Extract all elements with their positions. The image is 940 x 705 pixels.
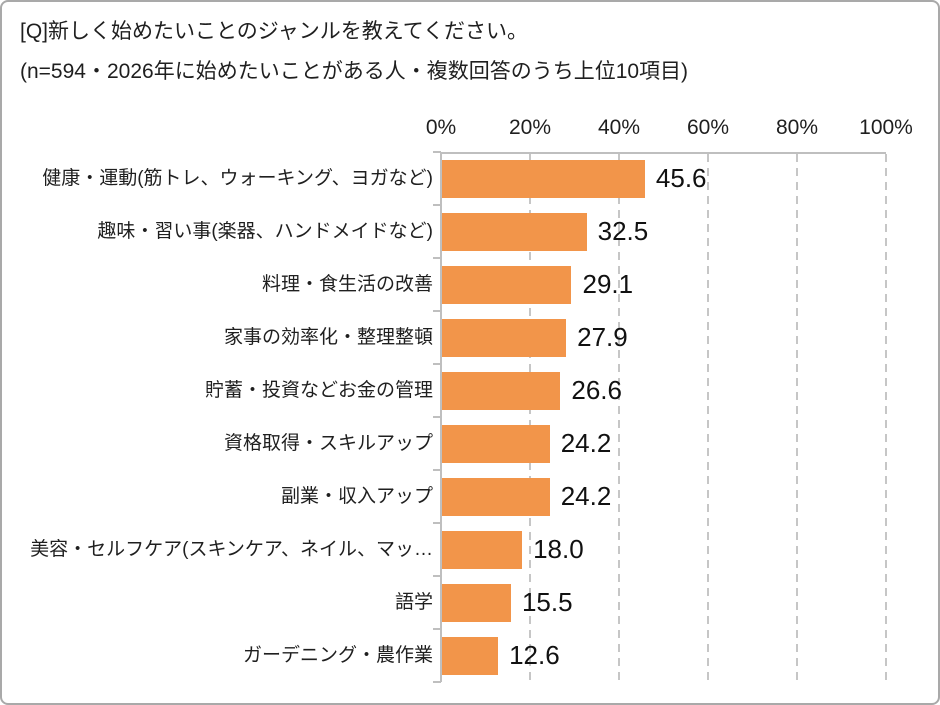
value-label: 24.2	[560, 428, 612, 458]
value-label: 29.1	[582, 269, 634, 299]
bar	[442, 265, 572, 304]
axis-tick-mark	[433, 575, 441, 577]
bar	[442, 212, 587, 251]
category-label: 貯蓄・投資などお金の管理	[204, 380, 433, 401]
bar	[442, 159, 645, 198]
value-label: 24.2	[560, 481, 612, 511]
axis-tick-mark	[433, 151, 441, 153]
bar	[442, 318, 567, 357]
bar	[442, 371, 561, 410]
value-label: 32.5	[597, 216, 649, 246]
gridline	[618, 154, 620, 682]
category-label: 語学	[394, 592, 433, 613]
category-label: 家事の効率化・整理整頓	[223, 327, 433, 348]
x-axis-tick-label: 80%	[775, 116, 819, 139]
x-axis-tick-label: 40%	[597, 116, 641, 139]
category-label: 副業・収入アップ	[280, 486, 433, 507]
bar	[442, 636, 499, 675]
plot-top-border	[441, 152, 886, 154]
value-label: 15.5	[521, 587, 573, 617]
chart-sample-note: (n=594・2026年に始めたいことがある人・複数回答のうち上位10項目)	[20, 60, 689, 83]
category-label: 美容・セルフケア(スキンケア、ネイル、マッ…	[30, 539, 433, 560]
x-axis-tick-label: 100%	[859, 116, 913, 139]
axis-tick-mark	[433, 310, 441, 312]
x-axis-tick-label: 60%	[686, 116, 730, 139]
category-label: 健康・運動(筋トレ、ウォーキング、ヨガなど)	[42, 168, 433, 189]
chart-question-title: [Q]新しく始めたいことのジャンルを教えてください。	[20, 20, 529, 43]
bar	[442, 424, 550, 463]
axis-tick-mark	[433, 204, 441, 206]
axis-tick-mark	[433, 363, 441, 365]
value-label: 26.6	[571, 375, 622, 405]
y-axis-line	[440, 152, 442, 682]
gridline	[529, 154, 531, 682]
x-axis-tick-label: 0%	[425, 116, 457, 139]
value-label: 18.0	[533, 534, 584, 564]
category-label: 趣味・習い事(楽器、ハンドメイドなど)	[97, 221, 433, 242]
axis-tick-mark	[433, 469, 441, 471]
bar	[442, 583, 511, 622]
axis-tick-mark	[433, 681, 441, 683]
gridline	[796, 154, 798, 682]
bar	[442, 530, 523, 569]
axis-tick-mark	[433, 522, 441, 524]
axis-tick-mark	[433, 628, 441, 630]
gridline	[707, 154, 709, 682]
value-label: 12.6	[509, 640, 560, 670]
x-axis-tick-label: 20%	[508, 116, 552, 139]
axis-tick-mark	[433, 416, 441, 418]
category-label: 料理・食生活の改善	[261, 274, 433, 295]
category-label: 資格取得・スキルアップ	[223, 433, 433, 454]
category-label: ガーデニング・農作業	[242, 645, 433, 666]
value-label: 45.6	[655, 163, 707, 193]
bar	[442, 477, 550, 516]
gridline	[885, 154, 887, 682]
value-label: 27.9	[577, 322, 628, 352]
axis-tick-mark	[433, 257, 441, 259]
